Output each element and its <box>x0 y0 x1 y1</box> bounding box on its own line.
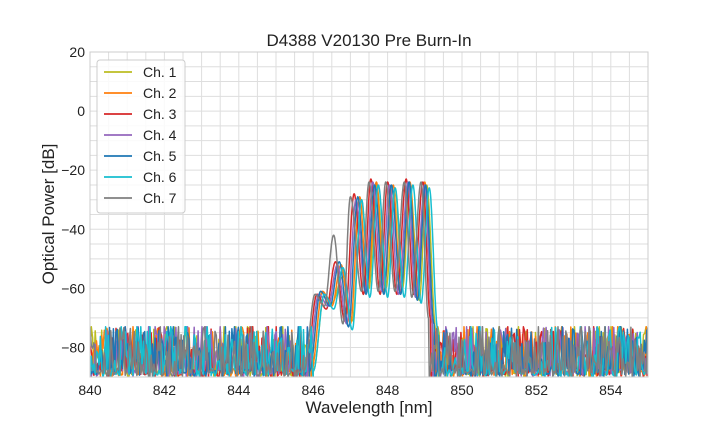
x-axis-title: Wavelength [nm] <box>306 398 433 417</box>
y-tick-label: −40 <box>61 221 85 237</box>
plot-frame <box>89 51 649 378</box>
x-tick-label: 848 <box>376 382 400 398</box>
legend-label: Ch. 2 <box>143 85 177 101</box>
legend-label: Ch. 1 <box>143 64 177 80</box>
x-tick-label: 840 <box>78 382 102 398</box>
chart-title: D4388 V20130 Pre Burn-In <box>266 31 471 50</box>
x-tick-label: 842 <box>153 382 177 398</box>
legend-label: Ch. 7 <box>143 190 177 206</box>
legend-box <box>96 59 186 214</box>
x-tick-label: 852 <box>525 382 549 398</box>
y-tick-label: 0 <box>77 103 85 119</box>
y-tick-label: 20 <box>69 44 85 60</box>
y-tick-label: −20 <box>61 162 85 178</box>
y-tick-label: −60 <box>61 280 85 296</box>
series-line-ch-7 <box>90 181 648 377</box>
legend-label: Ch. 5 <box>143 148 177 164</box>
tick-labels: 840 842 844 846 848 850 852 854 20 0 −20 −40 −60 −80 <box>61 44 622 398</box>
legend-label: Ch. 3 <box>143 106 177 122</box>
y-tick-label: −80 <box>61 339 85 355</box>
legend: Ch. 1 Ch. 2 Ch. 3 Ch. 4 Ch. 5 Ch. 6 Ch. 7 <box>96 59 186 214</box>
x-tick-label: 850 <box>450 382 474 398</box>
y-axis-title: Optical Power [dB] <box>39 144 58 285</box>
x-tick-label: 844 <box>227 382 251 398</box>
x-tick-label: 846 <box>302 382 326 398</box>
x-tick-label: 854 <box>599 382 623 398</box>
legend-label: Ch. 4 <box>143 127 177 143</box>
series-layer <box>90 178 648 377</box>
legend-label: Ch. 6 <box>143 169 177 185</box>
